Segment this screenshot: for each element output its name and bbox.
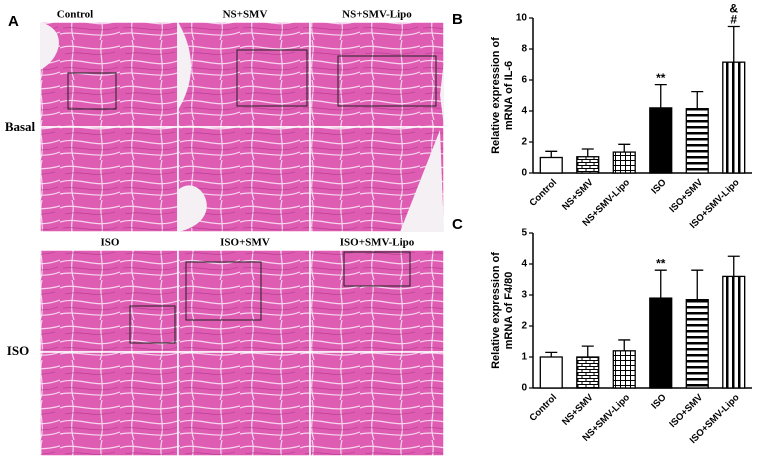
y-tick-label: 3	[521, 290, 527, 301]
micrograph	[39, 126, 179, 233]
error-bar	[618, 339, 631, 351]
error-bar	[545, 150, 558, 158]
bar	[612, 151, 636, 174]
x-tick-label: ISO	[649, 392, 668, 411]
bar	[685, 108, 709, 174]
panel-label: A	[8, 13, 19, 30]
y-tick-label: 4	[521, 259, 527, 270]
y-tick-label: 4	[521, 106, 527, 117]
column-header: NS+SMV-Lipo	[342, 9, 412, 21]
error-bar	[654, 269, 667, 299]
significance-label: **	[656, 256, 666, 270]
error-bar	[545, 351, 558, 357]
bar	[649, 297, 673, 389]
y-tick-label: 10	[516, 13, 528, 24]
bar	[649, 107, 673, 174]
error-bar	[727, 25, 740, 63]
bar	[722, 275, 746, 389]
inset-box	[343, 251, 411, 287]
bar	[539, 356, 563, 389]
y-axis-label: Relative expression of	[490, 37, 502, 154]
x-tick-label: NS+SMV	[560, 177, 596, 213]
bar	[576, 356, 600, 389]
histology-panel: A Control NS+SMV NS+SMV-Lipo ISO ISO+SMV…	[5, 9, 445, 456]
column-header: ISO+SMV	[220, 237, 270, 249]
y-tick-label: 0	[521, 168, 527, 179]
x-tick-label: Control	[527, 392, 559, 424]
row-label: Basal	[5, 119, 36, 134]
y-tick-label: 8	[521, 44, 527, 55]
panel-label: C	[452, 216, 463, 233]
y-tick-label: 5	[521, 228, 527, 239]
micrograph	[177, 249, 311, 353]
micrograph	[39, 351, 179, 456]
micrograph	[177, 351, 311, 456]
row-label: ISO	[7, 343, 29, 358]
panel-label: B	[452, 11, 463, 28]
micrograph	[39, 21, 179, 128]
error-bar	[654, 84, 667, 108]
error-bar	[727, 255, 740, 277]
inset-box	[185, 261, 262, 321]
column-header: ISO	[101, 237, 120, 249]
y-axis-label: mRNA of F4/80	[503, 272, 515, 350]
micrograph	[309, 21, 445, 128]
column-header: NS+SMV	[223, 9, 268, 21]
bar	[722, 61, 746, 174]
bar	[576, 156, 600, 174]
significance-label: **	[656, 71, 666, 85]
y-axis-label: mRNA of IL-6	[503, 61, 515, 130]
x-tick-label: Control	[527, 177, 559, 209]
inset-box	[67, 72, 117, 110]
inset-box	[129, 305, 176, 344]
error-bar	[581, 148, 594, 157]
x-tick-label: ISO+SMV	[667, 177, 705, 215]
error-bar	[618, 143, 631, 153]
micrograph	[309, 249, 445, 353]
y-tick-label: 2	[521, 321, 527, 332]
column-header: Control	[57, 9, 93, 21]
inset-box	[236, 49, 308, 107]
y-tick-label: 6	[521, 75, 527, 86]
bar	[612, 350, 636, 389]
error-bar	[691, 269, 704, 300]
bar	[539, 156, 563, 174]
y-tick-label: 0	[521, 383, 527, 394]
bar	[685, 298, 709, 389]
error-bar	[691, 90, 704, 109]
micrograph	[39, 249, 179, 353]
significance-label: #	[730, 13, 737, 27]
y-tick-label: 1	[521, 352, 527, 363]
micrograph	[177, 21, 311, 128]
micrograph	[309, 351, 445, 456]
significance-label: &	[729, 2, 738, 16]
y-axis-label: Relative expression of	[490, 252, 502, 369]
y-tick-label: 2	[521, 137, 527, 148]
error-bar	[581, 345, 594, 357]
x-tick-label: ISO+SMV	[667, 392, 705, 430]
x-tick-label: NS+SMV	[560, 392, 596, 428]
column-header: ISO+SMV-Lipo	[340, 237, 415, 249]
inset-box	[337, 55, 437, 107]
x-tick-label: ISO	[649, 177, 668, 196]
